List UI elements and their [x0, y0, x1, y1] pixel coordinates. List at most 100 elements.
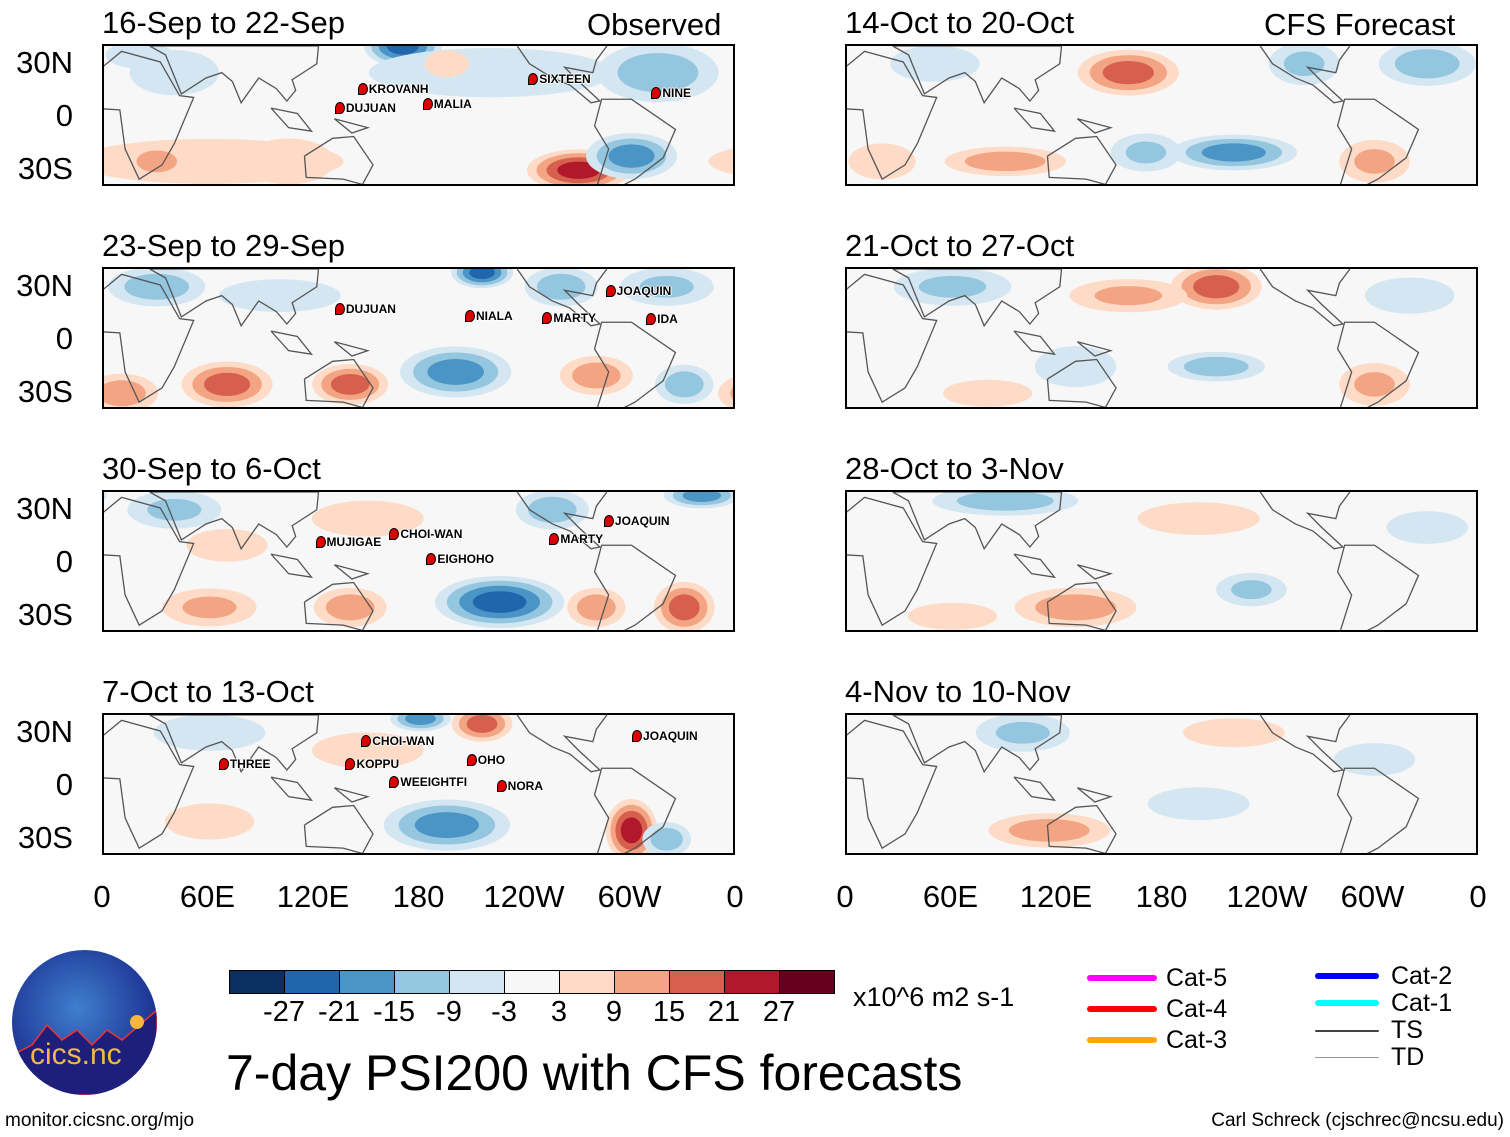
storm-name: EIGHOHO — [437, 552, 494, 567]
legend-label: TS — [1391, 1016, 1423, 1044]
coastline — [303, 804, 374, 853]
panel-title: 28-Oct to 3-Nov — [845, 451, 1064, 486]
forecast-header: CFS Forecast — [1264, 7, 1456, 42]
coastline — [1336, 321, 1420, 407]
coastline — [1076, 118, 1114, 134]
colorbar-label: -27 — [263, 996, 305, 1028]
anomaly-contour — [1231, 580, 1272, 600]
coastline — [270, 553, 314, 579]
colorbar-swatch — [725, 971, 780, 993]
storm-name: NINE — [662, 85, 692, 100]
anomaly-contour — [1147, 787, 1250, 821]
anomaly-contour — [576, 594, 616, 621]
coastline — [270, 107, 314, 133]
anomaly-contour — [730, 387, 733, 400]
anomaly-contour — [1125, 141, 1167, 164]
colorbar-label: -15 — [373, 996, 415, 1028]
lon-label: 0 — [836, 879, 854, 914]
coastline — [1259, 715, 1351, 773]
coastline — [104, 719, 195, 850]
storm-symbol-icon — [357, 83, 368, 96]
legend-line-cat-2 — [1315, 973, 1379, 979]
coastline — [149, 715, 320, 774]
storm-label: MARTY — [542, 311, 596, 325]
anomaly-contour — [104, 492, 107, 501]
storm-name: NORA — [507, 778, 543, 793]
anomaly-contour — [330, 374, 370, 395]
colorbar-label: 27 — [762, 996, 796, 1028]
coastline — [1013, 776, 1057, 802]
coastline — [1259, 46, 1351, 104]
anomaly-contour — [466, 715, 498, 733]
coastline — [1336, 544, 1420, 630]
legend-line-ts — [1315, 1030, 1379, 1032]
anomaly-contour — [386, 46, 420, 55]
lat-label: 0 — [55, 544, 73, 579]
coastline — [892, 269, 1063, 328]
observed-map-panel: JOAQUIN CHOI-WAN MARTY MUJIGAE EIGHOHO — [102, 490, 735, 632]
coastline — [1013, 107, 1057, 133]
anomaly-contour — [424, 50, 470, 78]
storm-symbol-icon — [603, 515, 614, 528]
coastline — [516, 46, 608, 104]
anomaly-contour — [186, 528, 268, 562]
anomaly-contour — [1008, 818, 1090, 842]
storm-label: KOPPU — [345, 757, 399, 771]
storm-label: MARTY — [549, 532, 603, 546]
coastline — [104, 273, 195, 404]
storm-symbol-icon — [389, 776, 400, 789]
anomaly-contour — [1193, 275, 1240, 299]
storm-name: JOAQUIN — [614, 514, 670, 529]
storm-name: JOAQUIN — [616, 284, 672, 299]
storm-name: CHOI-WAN — [372, 733, 435, 748]
colorbar-swatch — [505, 971, 560, 993]
lon-label: 0 — [726, 879, 744, 914]
anomaly-contour — [164, 803, 255, 840]
footer-url[interactable]: monitor.cicsnc.org/mjo — [5, 1110, 195, 1131]
anomaly-contour — [1394, 49, 1460, 79]
storm-symbol-icon — [646, 312, 657, 325]
anomaly-contour — [325, 594, 375, 621]
anomaly-contour — [890, 46, 980, 82]
anomaly-contour — [153, 715, 266, 751]
cics-logo: cics.nc — [12, 950, 157, 1095]
anomaly-contour — [1354, 149, 1395, 174]
logo-text: cics.nc — [30, 1038, 122, 1071]
coastline — [847, 50, 938, 181]
storm-label: NORA — [496, 778, 543, 793]
storm-name: DUJUAN — [345, 100, 396, 115]
lon-label: 60E — [179, 879, 236, 914]
anomaly-contour — [536, 273, 586, 300]
anomaly-contour — [664, 371, 704, 398]
anomaly-contour — [1364, 277, 1455, 314]
lon-label: 60W — [597, 879, 662, 914]
storm-label: NIALA — [465, 309, 513, 323]
storm-label: MUJIGAE — [315, 535, 381, 549]
storm-name: WEEIGHTFI — [400, 775, 468, 790]
coastline — [303, 135, 374, 184]
forecast-map-panel — [845, 44, 1478, 186]
lat-label: 30S — [17, 820, 73, 856]
coastline — [847, 496, 938, 627]
coastline — [1076, 564, 1114, 580]
lat-label: 30N — [16, 267, 73, 303]
observed-map-panel: JOAQUIN IDA DUJUAN NIALA MARTY — [102, 267, 735, 409]
storm-symbol-icon — [605, 285, 616, 298]
storm-symbol-icon — [528, 72, 539, 85]
coastline — [149, 269, 320, 328]
coastline — [593, 544, 677, 630]
colorbar-swatch — [395, 971, 450, 993]
storm-label: MALIA — [422, 97, 472, 111]
lon-label: 120W — [1226, 879, 1308, 914]
lon-label: 120W — [483, 879, 565, 914]
storm-symbol-icon — [334, 302, 345, 315]
coastline — [303, 581, 374, 630]
anomaly-contour — [1034, 346, 1117, 388]
storm-symbol-icon — [345, 757, 356, 770]
storm-label: SIXTEEN — [528, 72, 591, 86]
legend-line-cat-1 — [1315, 1000, 1379, 1006]
coastline — [270, 776, 314, 802]
storm-name: CHOI-WAN — [400, 526, 463, 541]
storm-label: JOAQUIN — [605, 284, 672, 299]
